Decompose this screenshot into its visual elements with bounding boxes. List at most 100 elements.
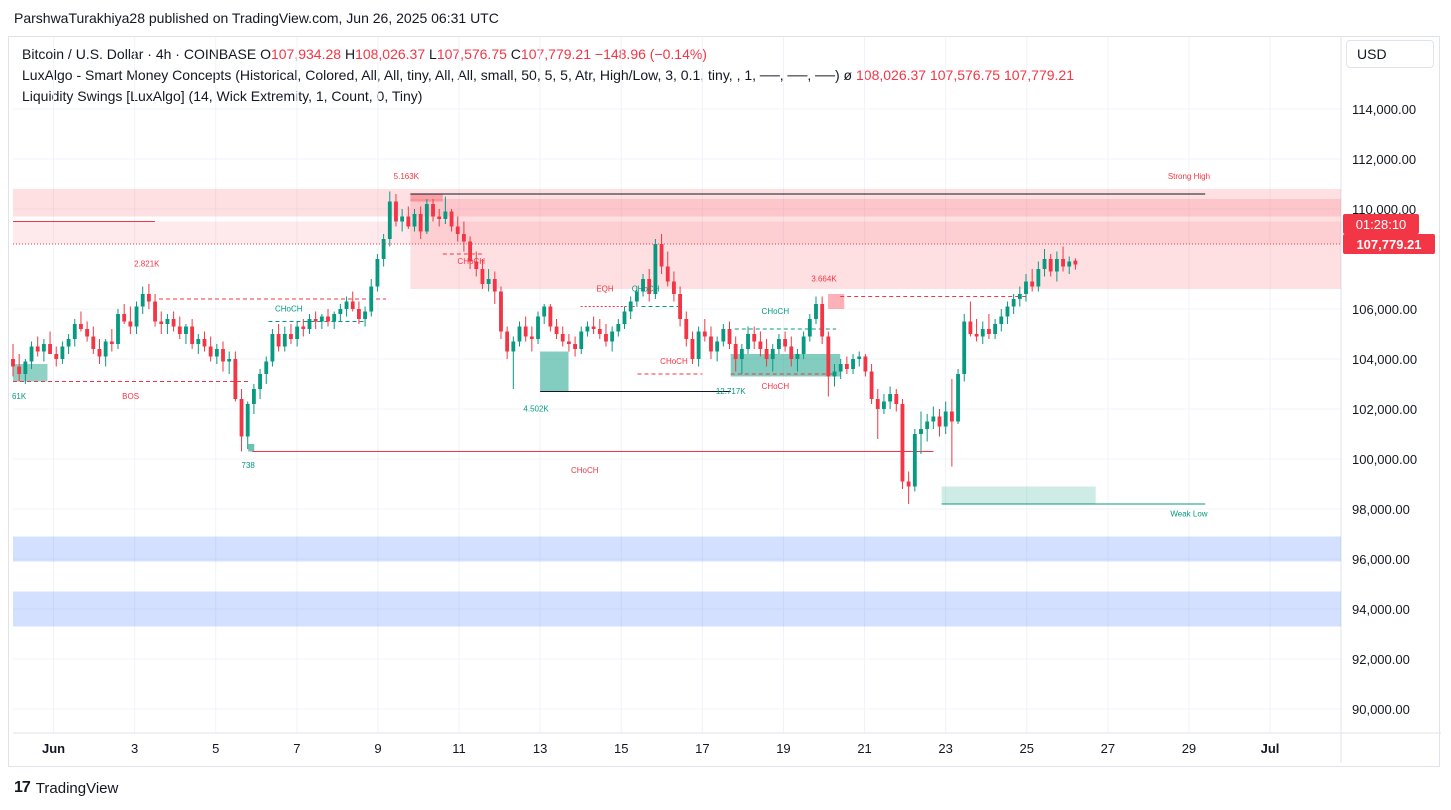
annotation-label: 3.664K <box>811 275 837 284</box>
candle <box>282 326 287 352</box>
candle-body <box>301 326 306 329</box>
candle <box>350 291 355 312</box>
candle <box>758 331 763 357</box>
price-change: −148.96 (−0.14%) <box>594 46 707 62</box>
legend-indicator-liquidity[interactable]: Liquidity Swings [LuxAlgo] (14, Wick Ext… <box>22 86 1074 107</box>
candle-body <box>628 301 633 312</box>
candle <box>733 336 738 372</box>
price-axis[interactable]: 114,000.00 112,000.00 110,000.00 106,000.00… <box>1352 102 1417 717</box>
candle-body <box>264 361 269 374</box>
candle <box>1005 301 1010 324</box>
candle <box>109 329 114 352</box>
high-label: H <box>344 46 356 62</box>
open-value: 107,934.28 <box>270 46 342 62</box>
indicator-smc-glyph: ø <box>843 67 853 83</box>
candle-body <box>554 326 559 334</box>
candle-body <box>418 214 423 232</box>
candle <box>1042 249 1047 277</box>
candle-body <box>214 349 219 357</box>
candle <box>499 286 503 339</box>
legend-indicator-smc[interactable]: LuxAlgo - Smart Money Concepts (Historic… <box>22 65 1074 86</box>
candle <box>832 364 837 387</box>
price-tick-label: 100,000.00 <box>1352 452 1417 467</box>
candle-body <box>66 339 71 347</box>
candle-body <box>777 339 781 349</box>
date-tick-label: Jul <box>1261 741 1280 756</box>
candle-body <box>795 354 800 359</box>
candle-body <box>282 334 287 347</box>
candle-body <box>23 361 28 374</box>
candle <box>1011 294 1016 314</box>
candle-body <box>962 321 967 374</box>
candle <box>307 314 312 334</box>
candle-body <box>869 371 874 399</box>
time-axis[interactable]: Jun 3 5 7 9 11 13 15 17 19 21 23 25 27 29 Jul <box>42 741 1279 756</box>
candle-body <box>560 334 565 342</box>
candle-body <box>480 269 485 284</box>
candle <box>431 199 435 222</box>
candle-body <box>258 374 262 389</box>
candle-body <box>832 371 837 377</box>
candle <box>48 331 52 354</box>
candle-body <box>190 326 195 344</box>
symbol-name: Bitcoin / U.S. Dollar · 4h · COINBASE <box>22 46 257 62</box>
candle-body <box>251 389 256 404</box>
candle-body <box>1073 260 1078 265</box>
candle <box>338 304 343 322</box>
candle-body <box>332 314 337 322</box>
candle-body <box>128 321 133 327</box>
date-tick-label: 19 <box>776 741 790 756</box>
candle <box>696 326 701 367</box>
candle-body <box>431 204 435 217</box>
candles <box>11 191 1078 504</box>
candle <box>97 339 102 364</box>
price-tick-label: 106,000.00 <box>1352 302 1417 317</box>
tradingview-logo[interactable]: 17 TradingView <box>14 779 118 797</box>
candle <box>1067 256 1072 274</box>
candle-body <box>171 319 176 327</box>
price-tick-label: 98,000.00 <box>1352 502 1410 517</box>
candle-body <box>449 211 454 227</box>
candle-body <box>956 374 960 422</box>
open-label: O <box>260 46 271 62</box>
price-tick-label: 112,000.00 <box>1352 152 1416 167</box>
candle-body <box>270 334 275 362</box>
demand-block-left <box>13 364 48 382</box>
candle-body <box>807 319 812 337</box>
legend-symbol-row[interactable]: Bitcoin / U.S. Dollar · 4h · COINBASE O1… <box>22 44 1074 65</box>
candle-body <box>394 201 398 222</box>
price-tick-label: 94,000.00 <box>1352 602 1410 617</box>
currency-selector[interactable]: USD <box>1346 40 1434 68</box>
candle-body <box>820 304 825 337</box>
candle <box>319 314 324 329</box>
candle-body <box>97 349 102 357</box>
candle-body <box>29 346 34 362</box>
candle <box>622 306 627 329</box>
candle <box>41 339 46 362</box>
price-tick-label: 114,000.00 <box>1352 102 1416 117</box>
candle <box>888 386 893 409</box>
candle-body <box>41 344 46 352</box>
candle-body <box>375 259 380 287</box>
date-tick-label: 7 <box>293 741 300 756</box>
candle <box>79 311 83 332</box>
candle <box>1036 261 1041 292</box>
candle <box>795 349 800 372</box>
candle <box>604 324 608 347</box>
candle-body <box>838 364 843 372</box>
annotation-label: 5.163K <box>394 172 420 181</box>
candle <box>140 286 145 314</box>
candle-body <box>746 334 750 349</box>
candle <box>919 411 923 454</box>
candle <box>894 389 899 412</box>
candle-body <box>579 331 584 349</box>
demand-block-4502 <box>540 351 569 392</box>
currency-label: USD <box>1357 46 1387 62</box>
candle-body <box>492 279 497 292</box>
date-tick-label: 23 <box>938 741 952 756</box>
candle <box>455 216 460 242</box>
last-price-text: 107,779.21 <box>1356 237 1421 252</box>
candle <box>777 334 781 354</box>
candle <box>529 326 534 352</box>
